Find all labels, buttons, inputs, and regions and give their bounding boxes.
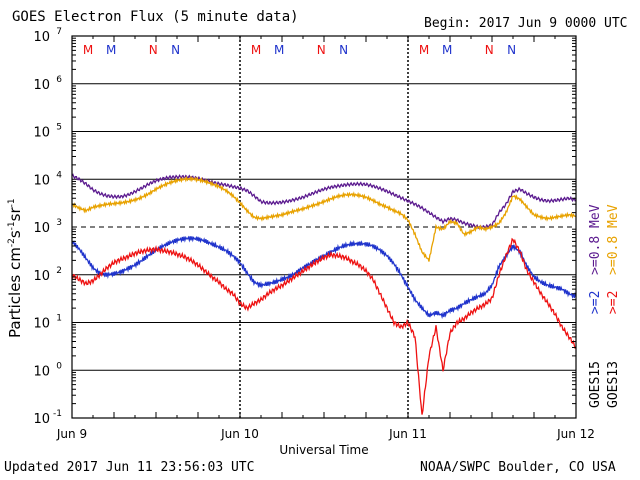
- noon-marker: N: [339, 43, 348, 57]
- y-tick-label: 10: [33, 78, 50, 93]
- legend-goes15: GOES15 >=2 >=0.8 MeV: [588, 204, 603, 408]
- noon-marker: M: [83, 43, 93, 57]
- y-tick-exponent: 6: [56, 75, 62, 85]
- x-axis-label: Universal Time: [279, 443, 368, 457]
- series-line: [71, 237, 577, 415]
- series-line: [71, 175, 577, 262]
- begin-time: Begin: 2017 Jun 9 0000 UTC: [424, 16, 628, 31]
- y-tick-label: 10: [33, 364, 50, 379]
- noon-marker: M: [274, 43, 284, 57]
- noon-marker: N: [317, 43, 326, 57]
- y-tick-exponent: -1: [53, 409, 62, 419]
- y-tick-label: 10: [33, 126, 50, 141]
- y-axis-label: Particles cm-2s-1sr-1: [6, 198, 24, 338]
- x-tick-label: Jun 12: [556, 427, 595, 441]
- y-tick-label: 10: [33, 30, 50, 45]
- updated-time: Updated 2017 Jun 11 23:56:03 UTC: [4, 460, 255, 475]
- series-line: [71, 173, 577, 230]
- series-line: [71, 235, 577, 320]
- y-tick-exponent: 5: [56, 123, 62, 133]
- x-tick-label: Jun 11: [388, 427, 427, 441]
- legend-goes13-label: GOES13: [606, 361, 621, 408]
- y-tick-exponent: 3: [56, 218, 62, 228]
- chart-title: GOES Electron Flux (5 minute data): [12, 9, 299, 25]
- y-tick-exponent: 2: [56, 266, 62, 276]
- noon-marker: M: [106, 43, 116, 57]
- source-credit: NOAA/SWPC Boulder, CO USA: [420, 460, 616, 475]
- noon-marker: M: [251, 43, 261, 57]
- legend-goes15-2: >=2: [588, 290, 603, 315]
- y-tick-label: 10: [33, 173, 50, 188]
- noon-marker: M: [442, 43, 452, 57]
- y-tick-exponent: 1: [56, 314, 62, 324]
- grid-layer: [72, 36, 576, 418]
- y-tick-label: 10: [33, 412, 50, 427]
- y-tick-exponent: 0: [56, 361, 62, 371]
- noon-marker: M: [419, 43, 429, 57]
- x-tick-label: Jun 10: [220, 427, 259, 441]
- noon-marker: N: [149, 43, 158, 57]
- noon-marker: N: [171, 43, 180, 57]
- x-tick-label: Jun 9: [56, 427, 87, 441]
- noon-marker: N: [485, 43, 494, 57]
- y-tick-exponent: 4: [56, 170, 62, 180]
- y-tick-exponent: 7: [56, 27, 62, 37]
- noon-marker: N: [507, 43, 516, 57]
- series-layer: [71, 173, 577, 415]
- legend-goes13: GOES13 >=2 >=0.8 MeV: [606, 204, 621, 408]
- legend-goes15-label: GOES15: [588, 361, 603, 408]
- y-tick-label: 10: [33, 221, 50, 236]
- y-tick-label: 10: [33, 269, 50, 284]
- legend-goes13-2: >=2: [606, 290, 621, 315]
- y-tick-label: 10: [33, 317, 50, 332]
- legend-goes13-08: >=0.8 MeV: [606, 204, 621, 275]
- legend-goes15-08: >=0.8 MeV: [588, 204, 603, 275]
- plot-frame: [71, 35, 577, 419]
